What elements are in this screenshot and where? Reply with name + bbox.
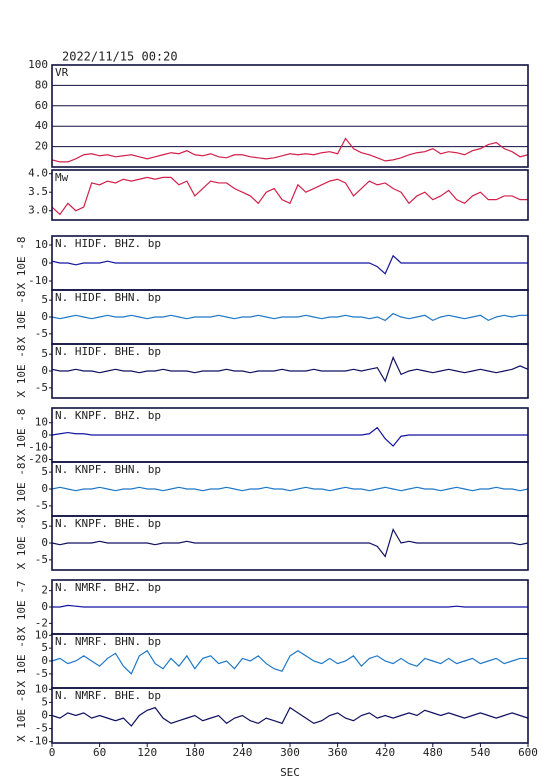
panel-label: N. NMRF. BHE. bp xyxy=(55,689,161,702)
y-tick-label: 80 xyxy=(35,78,48,91)
series-line xyxy=(51,426,528,447)
y-tick-label: -10 xyxy=(28,440,48,453)
panel-label: VR xyxy=(55,66,69,79)
x-axis-label: SEC xyxy=(280,766,300,779)
y-axis-label: X 10E -8 xyxy=(15,635,28,688)
y-axis-label: X 10E -8 xyxy=(15,291,28,344)
series-line xyxy=(51,312,528,322)
y-tick-label: 10 xyxy=(35,682,48,695)
y-tick-label: 3.0 xyxy=(28,204,48,217)
y-tick-label: -5 xyxy=(35,722,48,735)
y-tick-label: 0 xyxy=(41,654,48,667)
y-tick-label: -2 xyxy=(35,616,48,629)
y-tick-label: 5 xyxy=(41,465,48,478)
panel-label: N. NMRF. BHZ. bp xyxy=(55,581,161,594)
x-tick-label: 480 xyxy=(423,746,443,759)
y-tick-label: 0 xyxy=(41,256,48,269)
y-tick-label: -5 xyxy=(35,499,48,512)
panel-frame xyxy=(51,169,529,221)
series-line xyxy=(51,176,528,216)
y-tick-label: -10 xyxy=(28,735,48,748)
y-axis-label: X 10E -8 xyxy=(15,517,28,570)
y-tick-label: 10 xyxy=(35,628,48,641)
panel-label: N. KNPF. BHZ. bp xyxy=(55,409,161,422)
y-tick-label: 5 xyxy=(41,641,48,654)
series-line xyxy=(51,137,529,163)
y-tick-label: 2 xyxy=(41,584,48,597)
y-tick-label: 5 xyxy=(41,519,48,532)
series-line xyxy=(51,486,529,492)
panel-frame xyxy=(51,515,529,571)
panel-label: N. HIDF. BHN. bp xyxy=(55,291,161,304)
y-tick-label: 0 xyxy=(41,600,48,613)
panel-label: N. HIDF. BHZ. bp xyxy=(55,237,161,250)
x-tick-label: 300 xyxy=(280,746,300,759)
x-tick-label: 540 xyxy=(470,746,490,759)
y-tick-label: -20 xyxy=(28,453,48,466)
series-line xyxy=(51,706,529,727)
y-tick-label: -5 xyxy=(35,381,48,394)
y-tick-label: 5 xyxy=(41,695,48,708)
y-tick-label: 20 xyxy=(35,140,48,153)
y-tick-label: 3.5 xyxy=(28,185,48,198)
panel-label: N. KNPF. BHE. bp xyxy=(55,517,161,530)
y-tick-label: 40 xyxy=(35,119,48,132)
y-tick-label: 0 xyxy=(41,536,48,549)
series-line xyxy=(52,604,528,608)
y-tick-label: 0 xyxy=(41,482,48,495)
x-tick-label: 600 xyxy=(518,746,538,759)
y-tick-label: 0 xyxy=(41,709,48,722)
y-tick-label: -5 xyxy=(35,327,48,340)
x-tick-label: 420 xyxy=(375,746,395,759)
series-line xyxy=(51,528,529,558)
y-axis-label: X 10E -8 xyxy=(15,689,28,742)
y-tick-label: -5 xyxy=(35,667,48,680)
y-tick-label: 10 xyxy=(35,238,48,251)
panel-label: N. KNPF. BHN. bp xyxy=(55,463,161,476)
y-tick-label: -5 xyxy=(35,553,48,566)
x-tick-label: 0 xyxy=(49,746,56,759)
y-axis-label: X 10E -8 xyxy=(15,345,28,398)
y-axis-label: X 10E -8 xyxy=(15,463,28,516)
series-line xyxy=(51,355,529,383)
panel-label: Mw xyxy=(55,171,69,184)
series-line xyxy=(51,254,528,275)
x-tick-label: 240 xyxy=(232,746,252,759)
panel-frame xyxy=(51,343,529,399)
x-tick-label: 120 xyxy=(137,746,157,759)
x-tick-label: 60 xyxy=(93,746,106,759)
chart-title: 2022/11/15 00:20 xyxy=(62,50,178,64)
y-tick-label: 5 xyxy=(41,347,48,360)
panel-label: N. HIDF. BHE. bp xyxy=(55,345,161,358)
y-tick-label: 4.0 xyxy=(28,167,48,180)
y-tick-label: 100 xyxy=(28,58,48,71)
x-tick-label: 180 xyxy=(185,746,205,759)
panel-label: N. NMRF. BHN. bp xyxy=(55,635,161,648)
y-tick-label: 5 xyxy=(41,293,48,306)
y-axis-label: X 10E -7 xyxy=(15,581,28,634)
panel-frame xyxy=(51,64,529,168)
y-tick-label: 0 xyxy=(41,428,48,441)
y-axis-label: X 10E -8 xyxy=(15,237,28,290)
y-tick-label: 10 xyxy=(35,416,48,429)
series-line xyxy=(51,649,528,675)
y-tick-label: 60 xyxy=(35,99,48,112)
y-tick-label: 0 xyxy=(41,310,48,323)
y-axis-label: X 10E -8 xyxy=(15,409,28,462)
y-tick-label: -10 xyxy=(28,274,48,287)
x-tick-label: 360 xyxy=(328,746,348,759)
y-tick-label: 0 xyxy=(41,364,48,377)
